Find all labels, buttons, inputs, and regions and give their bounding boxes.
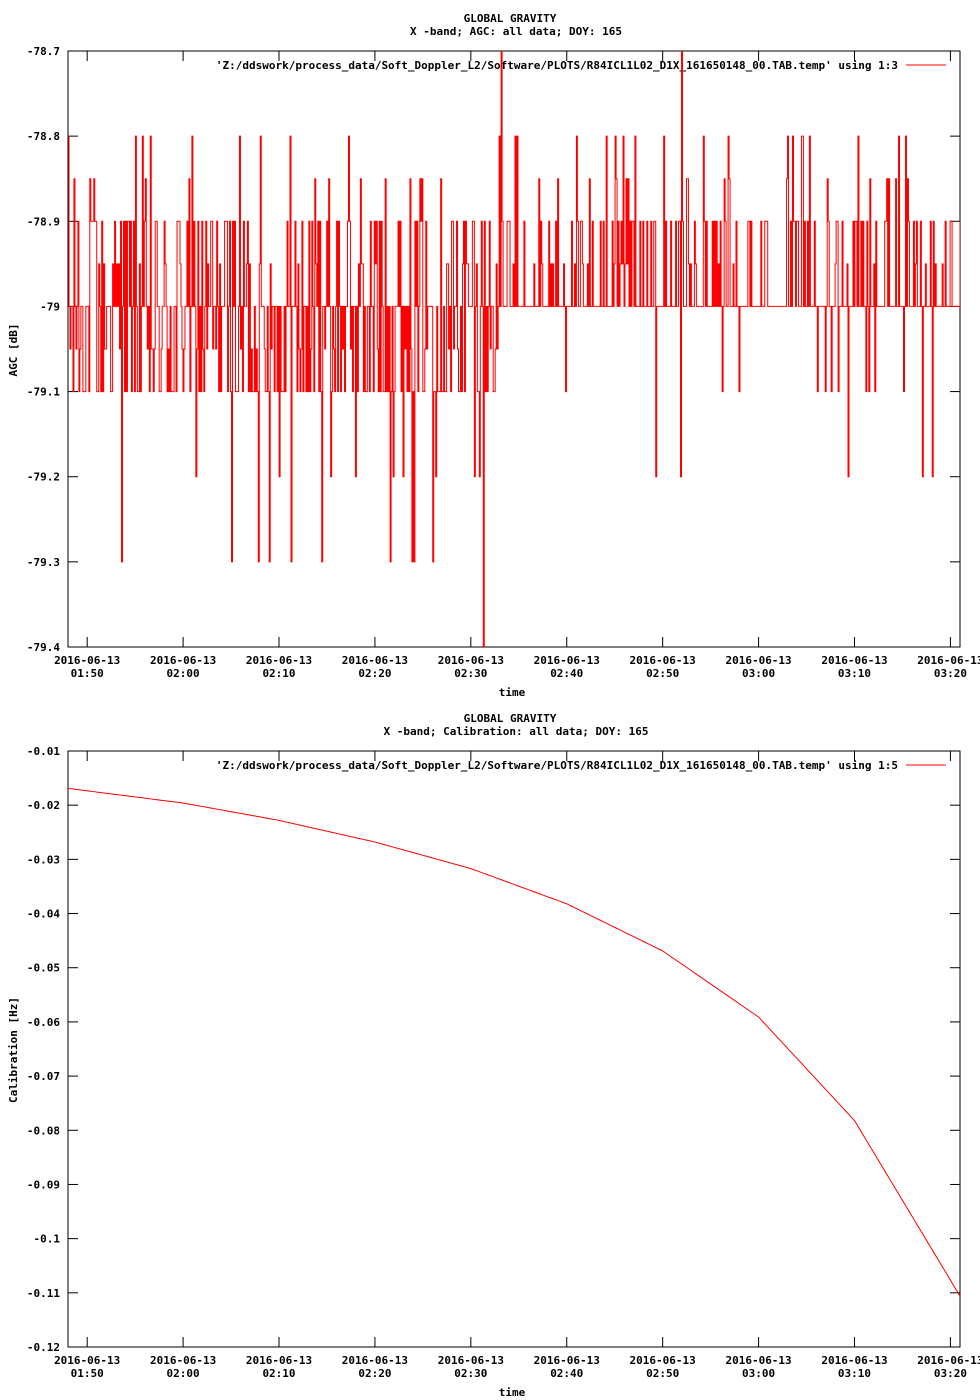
calibration-xtick-date-label: 2016-06-13 [725,1354,791,1367]
calibration-chart-title: GLOBAL GRAVITY [464,712,557,725]
agc-ytick-label: -79.4 [27,641,60,654]
calibration-xtick-time-label: 01:50 [71,1367,104,1380]
agc-ytick-label: -78.7 [27,45,60,58]
calibration-xtick-time-label: 02:20 [358,1367,391,1380]
calibration-ytick-label: -0.03 [27,853,60,866]
calibration-ytick-label: -0.02 [27,799,60,812]
calibration-ytick-label: -0.11 [27,1287,60,1300]
calibration-xtick-date-label: 2016-06-13 [438,1354,504,1367]
calibration-xtick-time-label: 02:40 [550,1367,583,1380]
calibration-xtick-time-label: 03:20 [934,1367,967,1380]
calibration-ytick-label: -0.01 [27,745,60,758]
calibration-legend-label: 'Z:/ddswork/process_data/Soft_Doppler_L2… [216,759,898,772]
agc-legend-label: 'Z:/ddswork/process_data/Soft_Doppler_L2… [216,59,898,72]
agc-xtick-date-label: 2016-06-13 [246,654,312,667]
calibration-ytick-label: -0.09 [27,1178,60,1191]
agc-ytick-label: -79 [40,300,60,313]
calibration-xtick-time-label: 03:00 [742,1367,775,1380]
calibration-x-axis-label: time [499,1386,526,1399]
calibration-ytick-label: -0.12 [27,1341,60,1354]
calibration-xtick-time-label: 02:00 [167,1367,200,1380]
calibration-chart-subtitle: X -band; Calibration: all data; DOY: 165 [384,725,649,738]
agc-xtick-date-label: 2016-06-13 [630,654,696,667]
agc-xtick-date-label: 2016-06-13 [438,654,504,667]
agc-xtick-time-label: 03:20 [934,667,967,680]
agc-xtick-date-label: 2016-06-13 [821,654,887,667]
agc-xtick-time-label: 02:30 [454,667,487,680]
calibration-ytick-label: -0.1 [34,1233,61,1246]
agc-xtick-time-label: 01:50 [71,667,104,680]
agc-panel: GLOBAL GRAVITY X -band; AGC: all data; D… [7,12,980,699]
agc-chart-subtitle: X -band; AGC: all data; DOY: 165 [410,25,622,38]
agc-xtick-time-label: 02:20 [358,667,391,680]
agc-ytick-label: -79.1 [27,386,60,399]
calibration-plot-frame [67,750,961,1348]
calibration-xtick-date-label: 2016-06-13 [246,1354,312,1367]
agc-ytick-label: -78.9 [27,215,60,228]
agc-xtick-time-label: 02:40 [550,667,583,680]
calibration-xtick-time-label: 03:10 [838,1367,871,1380]
agc-xtick-date-label: 2016-06-13 [342,654,408,667]
agc-ytick-label: -79.3 [27,556,60,569]
agc-xtick-time-label: 02:00 [167,667,200,680]
calibration-y-axis-label: Calibration [Hz] [7,997,20,1103]
calibration-xtick-time-label: 02:10 [262,1367,295,1380]
agc-xtick-time-label: 03:10 [838,667,871,680]
calibration-series-line [68,787,960,1297]
agc-y-axis-label: AGC [dB] [7,324,20,377]
calibration-ytick-label: -0.08 [27,1124,60,1137]
agc-xtick-date-label: 2016-06-13 [725,654,791,667]
agc-xtick-time-label: 02:10 [262,667,295,680]
agc-x-axis-label: time [499,686,526,699]
calibration-xtick-date-label: 2016-06-13 [54,1354,120,1367]
calibration-xtick-date-label: 2016-06-13 [630,1354,696,1367]
calibration-ytick-label: -0.06 [27,1016,60,1029]
calibration-xtick-date-label: 2016-06-13 [150,1354,216,1367]
calibration-ytick-label: -0.04 [27,908,60,921]
calibration-xtick-time-label: 02:30 [454,1367,487,1380]
agc-xtick-time-label: 03:00 [742,667,775,680]
agc-xtick-date-label: 2016-06-13 [917,654,980,667]
calibration-xtick-date-label: 2016-06-13 [917,1354,980,1367]
agc-chart-title: GLOBAL GRAVITY [464,12,557,25]
calibration-ytick-label: -0.07 [27,1070,60,1083]
calibration-xtick-date-label: 2016-06-13 [342,1354,408,1367]
agc-xtick-date-label: 2016-06-13 [150,654,216,667]
agc-series-line [68,51,960,647]
agc-plot-frame [67,50,961,648]
calibration-panel: GLOBAL GRAVITY X -band; Calibration: all… [7,712,980,1399]
agc-xtick-time-label: 02:50 [646,667,679,680]
agc-ytick-label: -79.2 [27,471,60,484]
calibration-xtick-time-label: 02:50 [646,1367,679,1380]
agc-xtick-date-label: 2016-06-13 [54,654,120,667]
calibration-xtick-date-label: 2016-06-13 [534,1354,600,1367]
agc-ytick-label: -78.8 [27,130,60,143]
calibration-ytick-label: -0.05 [27,962,60,975]
calibration-xtick-date-label: 2016-06-13 [821,1354,887,1367]
agc-xtick-date-label: 2016-06-13 [534,654,600,667]
